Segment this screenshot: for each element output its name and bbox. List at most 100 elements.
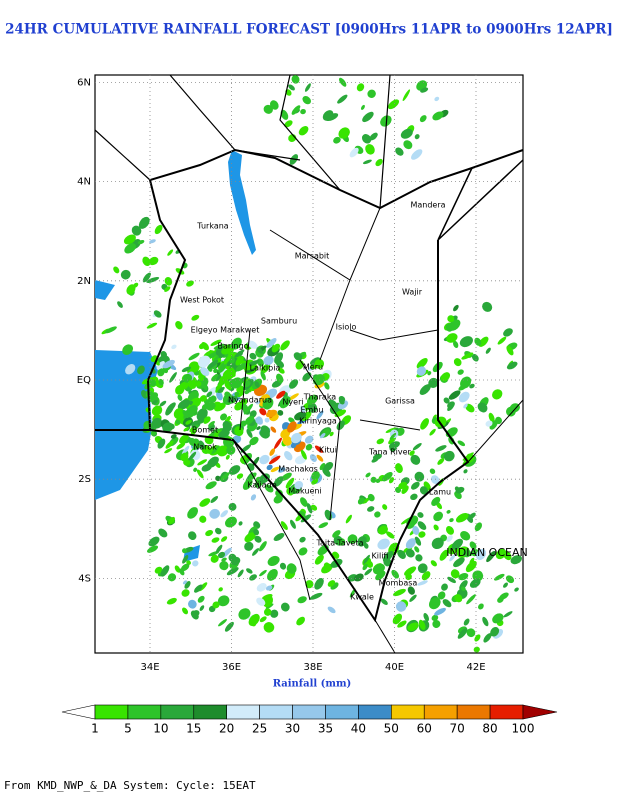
rain-cell [299, 536, 306, 543]
rain-cell [338, 127, 350, 139]
rain-cell [488, 412, 495, 423]
rain-cell [198, 440, 205, 450]
lon-label: 40E [385, 662, 404, 673]
rain-cell [495, 416, 502, 425]
rain-cell [337, 538, 346, 546]
rain-cell [490, 627, 500, 637]
rain-cell [367, 493, 375, 502]
place-label: Kwale [350, 593, 374, 602]
rain-cell [250, 494, 257, 501]
rain-cell [447, 455, 453, 460]
rain-cell [148, 379, 157, 387]
rain-cell [167, 573, 177, 582]
rain-cell [397, 549, 406, 559]
rain-cell [217, 386, 225, 393]
rain-cell [245, 365, 256, 371]
rain-cell [416, 357, 428, 369]
rain-cell [219, 560, 229, 571]
rain-cell [182, 548, 188, 554]
rain-cell [375, 158, 383, 167]
place-label: Elgeyo Marakwet [191, 326, 260, 335]
rain-cell [186, 280, 194, 287]
rain-cell [300, 514, 312, 523]
rain-cell [462, 549, 472, 558]
rain-cell [417, 563, 428, 574]
rain-cell [304, 83, 311, 92]
rain-cell [337, 94, 348, 104]
rain-cell [476, 548, 487, 561]
rain-cell [241, 403, 249, 412]
rain-cell [454, 594, 463, 603]
colorbar-label: 70 [450, 722, 465, 736]
rain-cell [218, 587, 223, 592]
rain-cell [259, 616, 267, 623]
rain-cell [263, 622, 275, 633]
rain-cell [432, 620, 441, 628]
place-label: West Pokot [180, 296, 224, 305]
rain-cell [445, 323, 453, 332]
rain-cell [478, 603, 484, 610]
rain-cell [226, 445, 236, 455]
rain-cell [345, 514, 352, 524]
rain-cell [417, 580, 428, 586]
rain-cell [234, 426, 244, 436]
rain-cell [298, 547, 308, 556]
rain-cell [380, 598, 388, 605]
rain-cell [179, 568, 185, 576]
rain-cell [287, 421, 297, 433]
rain-cell [389, 432, 397, 440]
rain-cell [208, 420, 215, 427]
rain-cell [249, 410, 257, 418]
rain-cell [246, 429, 253, 438]
rain-cell [411, 149, 423, 160]
colorbar-box [325, 704, 359, 720]
rain-cell [168, 516, 175, 525]
rain-cell [364, 568, 373, 576]
rain-cell [174, 565, 181, 573]
rain-cell [164, 286, 171, 292]
rain-cell [180, 452, 189, 462]
rain-cell [395, 601, 407, 612]
rain-cell [319, 432, 326, 439]
rain-cell [455, 512, 469, 523]
rain-cell [310, 504, 318, 511]
rain-cell [433, 524, 439, 531]
rain-cell [297, 596, 307, 604]
rain-cell [375, 570, 386, 581]
rain-cell [200, 367, 210, 377]
place-label: Narok [193, 443, 217, 452]
rain-cell [469, 578, 481, 588]
rain-cell [417, 512, 424, 518]
rain-cell [398, 481, 408, 490]
rain-cell [270, 426, 277, 433]
rain-cell [187, 507, 199, 519]
rain-cell [309, 592, 323, 600]
rain-cell [220, 510, 229, 518]
rain-cell [448, 390, 461, 400]
place-label: Meru [303, 363, 323, 372]
rain-cell [437, 591, 446, 600]
rain-cell [224, 621, 234, 632]
rain-cell [357, 497, 365, 505]
rain-cell [225, 454, 230, 460]
rain-cell [246, 568, 253, 574]
rain-cell [414, 134, 420, 140]
rain-cell [247, 360, 260, 366]
rain-cell [334, 409, 347, 418]
rain-cell [505, 575, 515, 584]
borders [94, 74, 524, 654]
rain-cell [376, 438, 384, 445]
rain-cell [386, 531, 395, 539]
rain-cell [267, 555, 280, 566]
rain-cell [451, 538, 463, 550]
colorbar-label: 20 [219, 722, 234, 736]
rain-cell [164, 276, 173, 286]
lat-label: EQ [77, 375, 91, 386]
rain-cell [151, 399, 158, 405]
rain-cell [353, 573, 364, 582]
rain-cell [453, 557, 465, 568]
rain-cell [338, 398, 345, 405]
rain-cell [309, 454, 317, 462]
colorbar-label: 100 [512, 722, 535, 736]
place-label: Kirinyaga [299, 417, 337, 426]
